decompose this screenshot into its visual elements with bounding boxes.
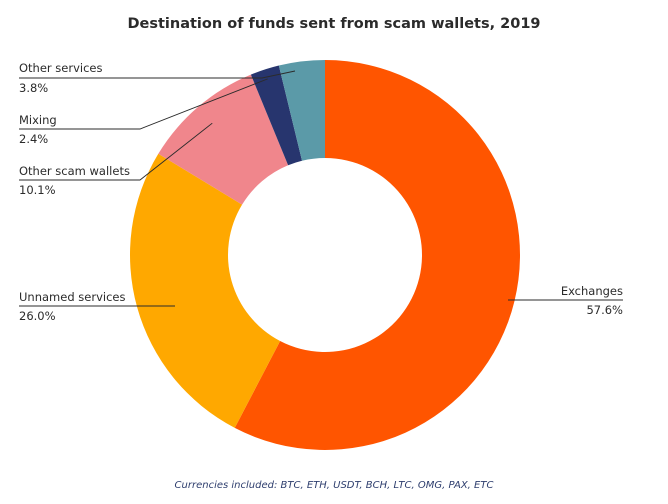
label-name-exchanges: Exchanges (561, 284, 623, 298)
label-name-mixing: Mixing (19, 113, 57, 127)
leader-line-other-scam-wallets (19, 122, 213, 181)
chart-title: Destination of funds sent from scam wall… (127, 16, 540, 32)
label-name-other-services: Other services (19, 61, 103, 75)
label-value-unnamed-services: 26.0% (19, 309, 56, 323)
label-value-other-scam-wallets: 10.1% (19, 183, 56, 197)
slice-unnamed-services (130, 153, 281, 428)
labels-group: Exchanges 57.6% Unnamed services 26.0% Other… (19, 61, 623, 323)
label-value-other-services: 3.8% (19, 81, 48, 95)
label-name-other-scam-wallets: Other scam wallets (19, 164, 130, 178)
leader-line-mixing (19, 78, 268, 130)
slice-exchanges (234, 60, 520, 450)
slice-other-scam-wallets (158, 74, 289, 205)
slice-mixing (250, 65, 303, 166)
slices-group (130, 60, 520, 450)
chart-footnote: Currencies included: BTC, ETH, USDT, BCH… (175, 480, 494, 491)
leader-line-other-services (19, 70, 296, 79)
label-name-unnamed-services: Unnamed services (19, 290, 125, 304)
slice-other-services (278, 60, 325, 161)
label-value-mixing: 2.4% (19, 132, 48, 146)
label-value-exchanges: 57.6% (586, 303, 623, 317)
